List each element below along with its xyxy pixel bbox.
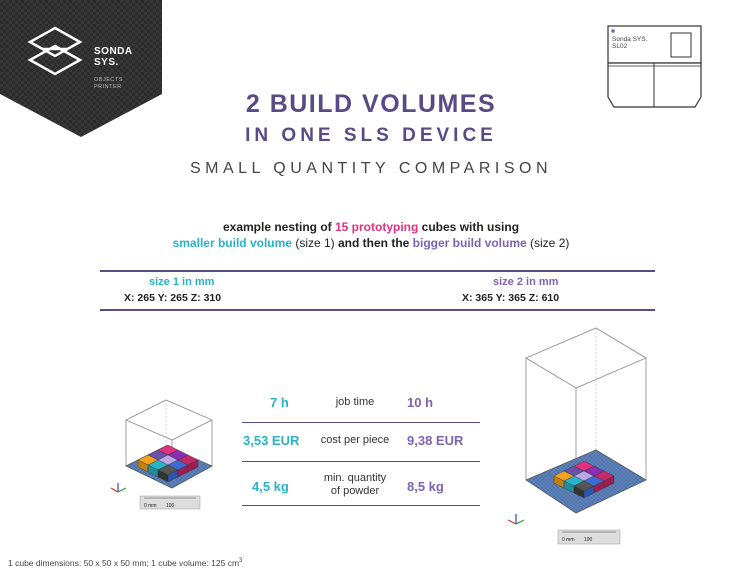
device-outline-icon [607, 25, 702, 108]
size2-label: size 2 in mm [493, 276, 559, 288]
intro-line2: smaller build volume (size 1) and then t… [172, 236, 570, 250]
page-title-line2: IN ONE SLS DEVICE [245, 125, 497, 146]
cube-cluster-icon [137, 444, 199, 483]
scale-end: 100 [166, 503, 175, 509]
size1-value: 4,5 kg [252, 479, 289, 494]
cube-count: 15 prototyping [335, 220, 419, 234]
brand-badge [0, 0, 162, 137]
axis-gizmo-icon [110, 483, 127, 493]
size2-value: 9,38 EUR [407, 433, 464, 448]
divider [100, 309, 655, 311]
device-label: Sonda SYS. SL02 [612, 36, 648, 50]
divider [100, 270, 655, 272]
brand-tagline: OBJECTS PRINTER [94, 77, 123, 90]
scale-start: 0 mm [144, 503, 157, 509]
row-divider [242, 505, 480, 506]
row-divider [242, 422, 480, 423]
axis-gizmo-icon [507, 514, 525, 525]
brand-name: SONDA SYS. [94, 46, 133, 68]
metric-label: job time [335, 396, 375, 408]
smaller-volume-label: smaller build volume [172, 236, 292, 250]
page-title: 2 BUILD VOLUMES [245, 90, 497, 118]
big-build-volume-illustration: 0 mm 100 [507, 327, 647, 545]
size2-value: 8,5 kg [407, 479, 444, 494]
footnote: 1 cube dimensions: 50 x 50 x 50 mm; 1 cu… [8, 558, 243, 568]
size2-value: 10 h [407, 395, 434, 410]
size1-value: 7 h [270, 395, 289, 410]
metric-label: cost per piece [320, 434, 390, 446]
size1-dims: X: 265 Y: 265 Z: 310 [124, 292, 222, 304]
cube-cluster-icon [553, 460, 615, 499]
bigger-volume-label: bigger build volume [412, 236, 527, 250]
size1-label: size 1 in mm [149, 276, 215, 288]
page-subtitle: SMALL QUANTITY COMPARISON [189, 160, 553, 177]
size1-value: 3,53 EUR [243, 433, 300, 448]
small-build-volume-illustration: 0 mm 100 [110, 399, 213, 510]
metric-label: min. quantity of powder [323, 472, 387, 497]
size2-dims: X: 365 Y: 365 Z: 610 [462, 292, 560, 304]
intro-line1: example nesting of 15 prototyping cubes … [222, 220, 520, 234]
scale-end: 100 [584, 537, 593, 543]
row-divider [242, 461, 480, 462]
sonda-logo-icon [27, 26, 83, 76]
scale-start: 0 mm [562, 537, 575, 543]
